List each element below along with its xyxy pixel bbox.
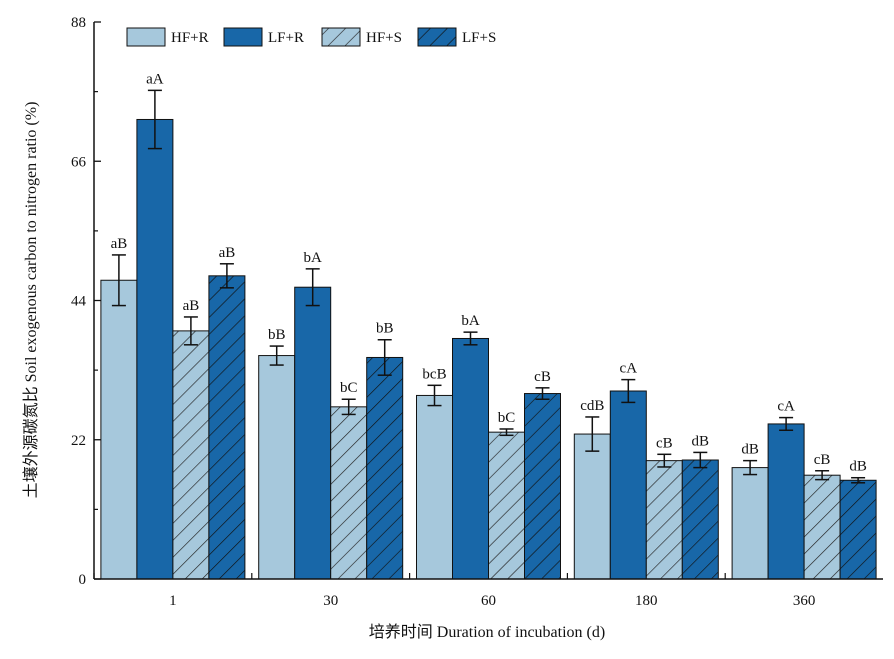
- bar-lf-s-60: [524, 393, 561, 580]
- x-tick-label: 180: [635, 593, 658, 609]
- significance-label: cdB: [580, 398, 604, 414]
- y-tick-label: 88: [71, 15, 86, 31]
- y-tick-label: 44: [71, 294, 87, 310]
- x-axis-title: 培养时间 Duration of incubation (d): [369, 623, 605, 641]
- legend-label: HF+S: [366, 30, 402, 46]
- significance-label: bA: [461, 313, 480, 329]
- bar-hf-r-1: [100, 279, 138, 580]
- bar-hf-s-360: [803, 474, 841, 580]
- legend-swatch: [126, 27, 166, 47]
- significance-label: bC: [498, 410, 516, 426]
- significance-label: bA: [304, 250, 323, 266]
- bar-hf-r-180: [573, 433, 611, 580]
- x-tick-label: 360: [793, 593, 816, 609]
- bar-lf-r-180: [609, 390, 647, 580]
- significance-label: bC: [340, 380, 358, 396]
- significance-label: dB: [692, 433, 710, 449]
- legend-swatch: [321, 27, 361, 47]
- significance-label: aB: [183, 298, 200, 314]
- y-tick-label: 22: [71, 433, 86, 449]
- legend-swatch: [417, 27, 457, 47]
- significance-label: aB: [219, 245, 236, 261]
- legend-label: HF+R: [171, 30, 209, 46]
- bar-lf-s-360: [839, 479, 877, 580]
- bar-lf-r-360: [767, 423, 805, 580]
- significance-label: dB: [741, 442, 759, 458]
- y-tick-label: 0: [79, 572, 87, 588]
- bar-lf-r-1: [136, 118, 174, 580]
- bar-hf-r-60: [416, 394, 453, 580]
- legend-label: LF+S: [462, 30, 496, 46]
- x-tick-label: 1: [169, 593, 177, 609]
- bar-hf-r-360: [731, 467, 769, 580]
- bar-lf-s-180: [681, 459, 719, 580]
- bar-lf-r-30: [294, 286, 332, 580]
- significance-label: cB: [656, 435, 673, 451]
- bar-hf-s-180: [645, 460, 683, 580]
- bar-hf-s-30: [330, 406, 368, 580]
- bar-lf-r-60: [452, 337, 489, 580]
- legend-label: LF+R: [268, 30, 304, 46]
- significance-label: cB: [534, 369, 551, 385]
- bar-hf-r-30: [258, 355, 296, 580]
- bar-hf-s-1: [172, 330, 210, 580]
- significance-label: bB: [268, 327, 286, 343]
- y-axis-title: 土壤外源碳氮比 Soil exogenous carbon to nitroge…: [21, 102, 40, 499]
- significance-label: dB: [849, 459, 867, 475]
- significance-label: cB: [814, 452, 831, 468]
- y-tick-label: 66: [71, 154, 87, 170]
- significance-label: cA: [777, 399, 795, 415]
- x-tick-label: 60: [481, 593, 496, 609]
- x-tick-label: 30: [323, 593, 338, 609]
- significance-label: aB: [111, 236, 128, 252]
- significance-label: bcB: [422, 366, 446, 382]
- bar-lf-s-30: [366, 356, 404, 580]
- significance-label: bB: [376, 321, 394, 337]
- bar-lf-s-1: [208, 275, 246, 580]
- significance-label: cA: [620, 361, 638, 377]
- legend-swatch: [223, 27, 263, 47]
- significance-label: aA: [146, 71, 164, 87]
- bar-hf-s-60: [488, 431, 525, 580]
